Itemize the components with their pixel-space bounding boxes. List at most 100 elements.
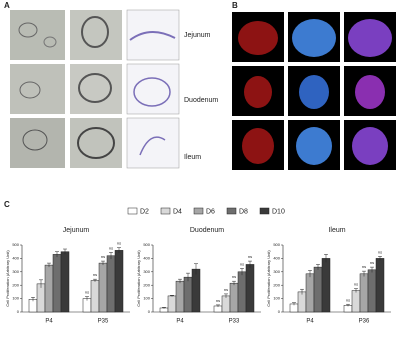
y-tick-label: 500 bbox=[12, 242, 19, 247]
y-tick-label: 0 bbox=[278, 309, 281, 314]
error-bar bbox=[93, 278, 97, 282]
bar bbox=[167, 295, 177, 313]
error-bar bbox=[216, 304, 220, 308]
panel-label: A bbox=[4, 1, 10, 10]
x-tick-label: P4 bbox=[45, 319, 53, 325]
x-tick-label: P4 bbox=[176, 319, 184, 325]
error-bar bbox=[292, 302, 296, 306]
annotation: ns bbox=[232, 274, 236, 279]
y-tick-label: 300 bbox=[143, 269, 150, 274]
error-bar bbox=[248, 260, 252, 268]
x-tick-label: P4 bbox=[306, 319, 314, 325]
bar bbox=[183, 276, 193, 313]
bar bbox=[305, 273, 315, 313]
bar bbox=[229, 282, 239, 313]
panel-b-images bbox=[232, 12, 396, 170]
annotation: ns bbox=[370, 260, 374, 265]
legend-swatch bbox=[259, 207, 270, 215]
bar bbox=[375, 258, 385, 313]
error-bar bbox=[224, 293, 228, 298]
error-bar bbox=[232, 280, 236, 286]
bar bbox=[82, 298, 92, 313]
y-tick-label: 500 bbox=[273, 242, 280, 247]
bar bbox=[313, 266, 323, 313]
bar bbox=[36, 283, 46, 313]
error-bar bbox=[324, 254, 328, 263]
error-bar bbox=[308, 270, 312, 278]
bar bbox=[359, 273, 369, 313]
error-bar bbox=[63, 248, 67, 255]
bar bbox=[191, 268, 201, 313]
y-tick-label: 200 bbox=[12, 282, 19, 287]
legend-label: D8 bbox=[239, 208, 248, 215]
legend-label: D10 bbox=[272, 208, 285, 215]
legend-label: D6 bbox=[206, 208, 215, 215]
bar bbox=[98, 262, 108, 313]
error-bar bbox=[47, 262, 51, 268]
bar bbox=[44, 264, 54, 313]
error-bar bbox=[362, 270, 366, 277]
error-bar bbox=[194, 263, 198, 275]
y-tick-label: 400 bbox=[273, 255, 280, 260]
y-tick-label: 0 bbox=[17, 309, 20, 314]
bar bbox=[237, 271, 247, 313]
chart-title: Ileum bbox=[328, 227, 345, 234]
legend-swatch bbox=[127, 207, 138, 215]
legend-swatch bbox=[160, 207, 171, 215]
panel-label: C bbox=[4, 200, 10, 209]
annotation: ns bbox=[378, 249, 382, 254]
y-axis-label: Cell Proliferation (Arbitrary Unit) bbox=[136, 250, 141, 307]
bar bbox=[367, 269, 377, 313]
bar bbox=[321, 258, 331, 313]
y-axis-label: Cell Proliferation (Arbitrary Unit) bbox=[266, 250, 271, 307]
bar bbox=[245, 264, 255, 313]
error-bar bbox=[346, 303, 350, 307]
chart-title: Duodenum bbox=[190, 227, 224, 234]
error-bar bbox=[31, 297, 35, 302]
y-tick-label: 400 bbox=[143, 255, 150, 260]
y-tick-label: 100 bbox=[273, 296, 280, 301]
error-bar bbox=[300, 288, 304, 295]
bar bbox=[60, 251, 70, 313]
x-tick-label: P36 bbox=[359, 319, 370, 325]
annotation: ns bbox=[85, 290, 89, 295]
annotation: ns bbox=[362, 264, 366, 269]
y-tick-label: 200 bbox=[143, 282, 150, 287]
bar bbox=[175, 280, 185, 313]
annotation: ns bbox=[248, 254, 252, 259]
y-tick-label: 400 bbox=[12, 255, 19, 260]
row-label: Jejunum bbox=[184, 32, 211, 39]
y-tick-label: 200 bbox=[273, 282, 280, 287]
bar bbox=[351, 290, 361, 313]
error-bar bbox=[240, 268, 244, 276]
x-tick-label: P35 bbox=[98, 319, 109, 325]
error-bar bbox=[55, 251, 59, 258]
annotation: ns bbox=[117, 241, 121, 246]
bar bbox=[221, 295, 231, 313]
bar bbox=[90, 280, 100, 313]
y-tick-label: 0 bbox=[148, 309, 151, 314]
annotation: ns bbox=[109, 245, 113, 250]
error-bar bbox=[178, 278, 182, 284]
legend-label: D4 bbox=[173, 208, 182, 215]
y-axis-label: Cell Proliferation (Arbitrary Unit) bbox=[5, 250, 10, 307]
error-bar bbox=[378, 256, 382, 261]
error-bar bbox=[39, 279, 43, 288]
annotation: ns bbox=[346, 297, 350, 302]
bar bbox=[52, 254, 62, 313]
bar bbox=[114, 250, 124, 313]
error-bar bbox=[186, 272, 190, 282]
row-label: Duodenum bbox=[184, 97, 218, 104]
legend-swatch bbox=[226, 207, 237, 215]
annotation: ns bbox=[216, 298, 220, 303]
x-tick-label: P33 bbox=[229, 319, 240, 325]
error-bar bbox=[316, 264, 320, 270]
y-tick-label: 300 bbox=[12, 269, 19, 274]
panel-a-images bbox=[10, 9, 180, 169]
y-tick-label: 100 bbox=[143, 296, 150, 301]
annotation: ns bbox=[93, 272, 97, 277]
error-bar bbox=[101, 260, 105, 266]
annotation: ns bbox=[354, 282, 358, 287]
error-bar bbox=[162, 307, 166, 309]
